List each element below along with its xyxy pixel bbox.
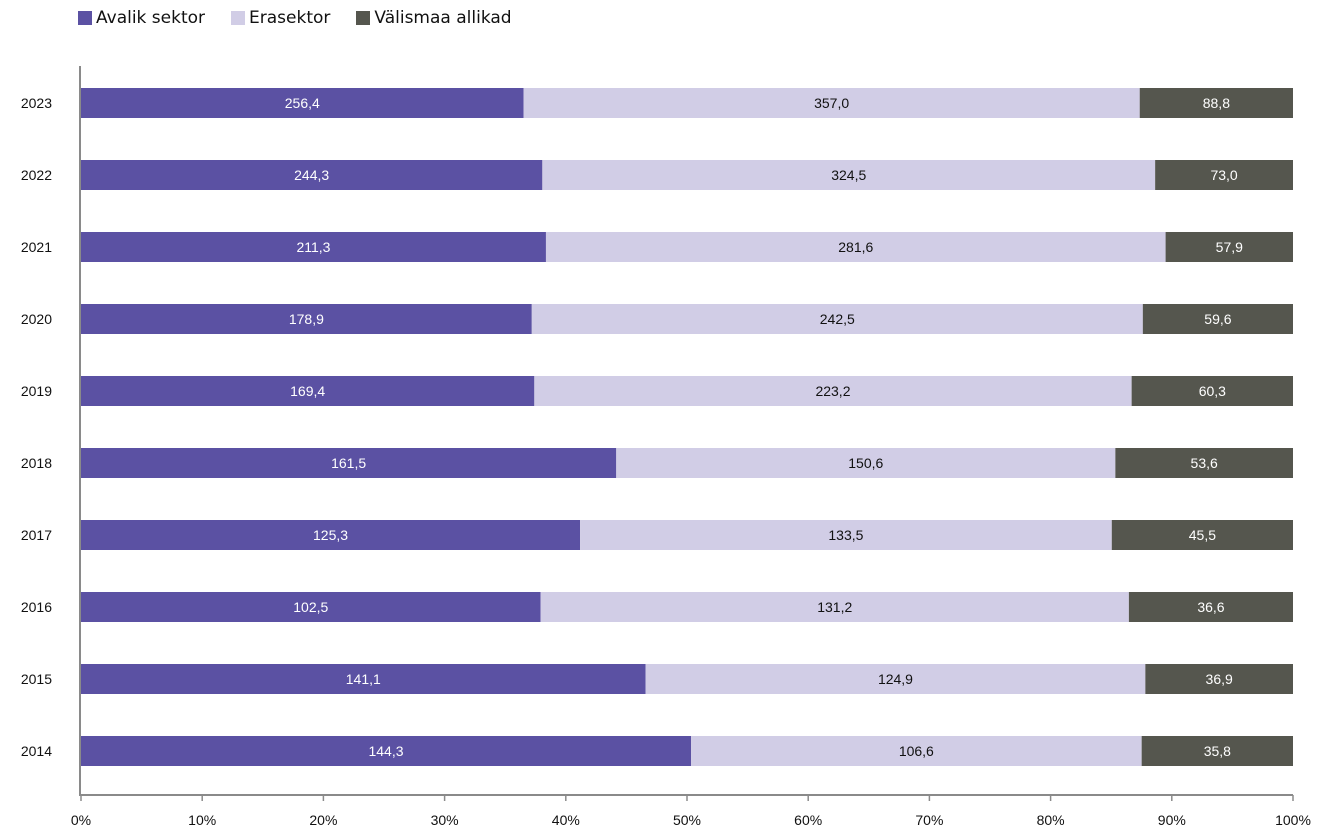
x-tick-label: 30% — [431, 812, 459, 828]
y-tick-label: 2017 — [21, 527, 52, 543]
bar-segment — [81, 592, 541, 622]
bar-segment — [1142, 304, 1293, 334]
bar-segment — [1139, 88, 1293, 118]
data-label: 57,9 — [1216, 239, 1243, 255]
bar-segment — [81, 448, 617, 478]
bar-segment — [545, 232, 1166, 262]
x-tick-label: 70% — [915, 812, 943, 828]
bar-segment — [81, 304, 532, 334]
legend-swatch-private-sector — [231, 11, 246, 25]
bar-segment — [534, 376, 1132, 406]
bar-segment — [691, 736, 1142, 766]
data-label: 36,6 — [1197, 599, 1224, 615]
x-tick-label: 10% — [188, 812, 216, 828]
data-label: 178,9 — [289, 311, 324, 327]
legend-item-private-sector: Erasektor — [231, 8, 330, 28]
data-label: 88,8 — [1203, 95, 1230, 111]
data-label: 244,3 — [294, 167, 329, 183]
data-label: 223,2 — [815, 383, 850, 399]
data-label: 106,6 — [899, 743, 934, 759]
data-label: 141,1 — [346, 671, 381, 687]
legend-label-private-sector: Erasektor — [249, 8, 331, 28]
bar-segment — [81, 88, 524, 118]
legend-swatch-public-sector — [78, 11, 92, 25]
y-tick-label: 2023 — [21, 95, 52, 111]
data-label: 59,6 — [1204, 311, 1231, 327]
bar-segment — [645, 664, 1146, 694]
bar-segment — [81, 376, 535, 406]
bar-segment — [1111, 520, 1293, 550]
bar-segment — [81, 160, 543, 190]
legend-item-foreign-sources: Välismaa allikad — [356, 8, 512, 28]
x-tick-label: 80% — [1037, 812, 1065, 828]
bar-segment — [616, 448, 1116, 478]
data-label: 281,6 — [838, 239, 873, 255]
data-label: 324,5 — [831, 167, 866, 183]
bar-segment — [523, 88, 1140, 118]
data-label: 169,4 — [290, 383, 325, 399]
legend: Avalik sektor Erasektor Välismaa allikad — [78, 8, 512, 28]
x-tick-label: 40% — [552, 812, 580, 828]
x-tick-label: 50% — [673, 812, 701, 828]
y-tick-label: 2016 — [21, 599, 52, 615]
data-label: 256,4 — [285, 95, 320, 111]
bar-segment — [1115, 448, 1293, 478]
data-label: 35,8 — [1204, 743, 1231, 759]
y-tick-label: 2022 — [21, 167, 52, 183]
data-label: 211,3 — [296, 239, 330, 255]
bar-segment — [81, 520, 581, 550]
y-tick-label: 2015 — [21, 671, 52, 687]
x-tick-label: 90% — [1158, 812, 1186, 828]
x-tick-label: 100% — [1275, 812, 1311, 828]
bar-segment — [1155, 160, 1293, 190]
data-label: 161,5 — [331, 455, 366, 471]
bar-segment — [1141, 736, 1293, 766]
bar-segment — [1165, 232, 1293, 262]
data-label: 36,9 — [1206, 671, 1233, 687]
data-label: 102,5 — [293, 599, 328, 615]
bar-segment — [1145, 664, 1293, 694]
bar-segment — [81, 664, 646, 694]
data-label: 133,5 — [828, 527, 863, 543]
legend-label-public-sector: Avalik sektor — [96, 8, 206, 28]
y-tick-label: 2020 — [21, 311, 52, 327]
bar-segment — [542, 160, 1156, 190]
y-tick-label: 2021 — [21, 239, 52, 255]
data-label: 60,3 — [1199, 383, 1226, 399]
legend-label-foreign-sources: Välismaa allikad — [374, 8, 512, 28]
data-label: 242,5 — [820, 311, 855, 327]
data-label: 150,6 — [848, 455, 883, 471]
data-label: 131,2 — [817, 599, 852, 615]
data-label: 125,3 — [313, 527, 348, 543]
bar-segment — [540, 592, 1129, 622]
bar-segment — [531, 304, 1143, 334]
bar-segment — [81, 232, 546, 262]
x-tick-label: 20% — [309, 812, 337, 828]
legend-swatch-foreign-sources — [356, 11, 371, 25]
legend-item-public-sector: Avalik sektor — [78, 8, 205, 28]
data-label: 53,6 — [1191, 455, 1218, 471]
y-tick-label: 2019 — [21, 383, 52, 399]
x-tick-label: 0% — [71, 812, 91, 828]
y-tick-label: 2018 — [21, 455, 52, 471]
y-tick-label: 2014 — [21, 743, 52, 759]
data-label: 73,0 — [1210, 167, 1237, 183]
data-label: 144,3 — [368, 743, 403, 759]
bar-segment — [1131, 376, 1293, 406]
data-label: 357,0 — [814, 95, 849, 111]
x-tick-label: 60% — [794, 812, 822, 828]
bar-segment — [81, 736, 692, 766]
data-label: 45,5 — [1189, 527, 1216, 543]
bar-segment — [1128, 592, 1293, 622]
data-label: 124,9 — [878, 671, 913, 687]
bar-segment — [580, 520, 1112, 550]
